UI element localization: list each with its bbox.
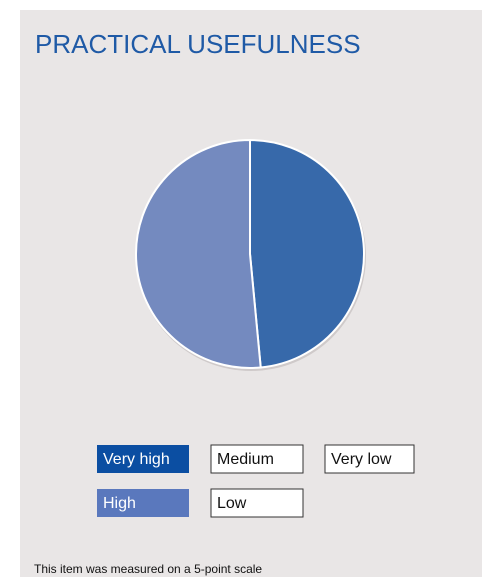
pie-slice — [135, 138, 262, 369]
legend-swatch — [97, 489, 189, 517]
legend-swatch — [210, 488, 304, 518]
legend-label: Medium — [217, 451, 274, 468]
legend-label: Low — [217, 495, 247, 512]
legend-label: High — [103, 495, 136, 512]
legend-swatch — [324, 444, 415, 474]
legend-swatch — [210, 444, 304, 474]
legend-swatch — [97, 445, 189, 473]
footnote: This item was measured on a 5-point scal… — [34, 562, 262, 576]
legend-label: Very low — [331, 451, 392, 468]
pie-slice — [249, 138, 365, 369]
chart-title: PRACTICAL USEFULNESS — [35, 29, 361, 59]
legend-label: Very high — [103, 451, 170, 468]
